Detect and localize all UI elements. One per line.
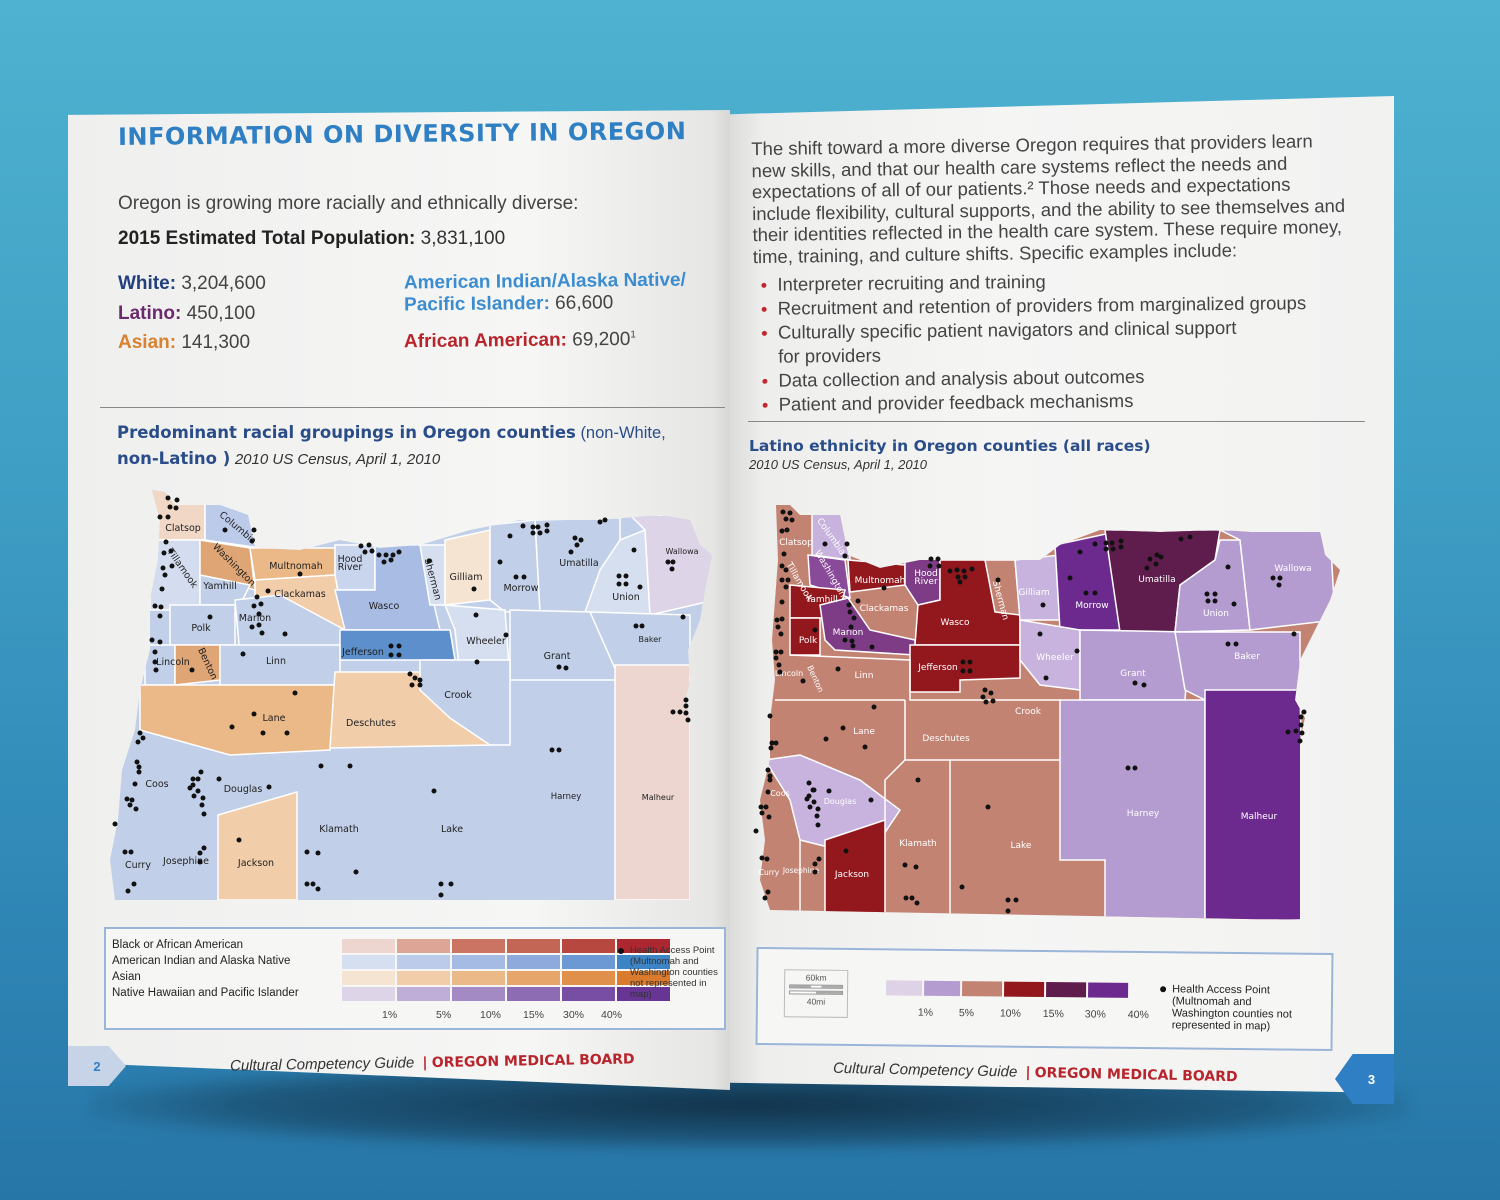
svg-text:Multnomah: Multnomah <box>855 576 906 586</box>
legend-label-asian: Asian <box>112 971 141 983</box>
section-divider <box>100 407 725 408</box>
svg-text:Jefferson: Jefferson <box>341 647 384 658</box>
svg-text:Marion: Marion <box>833 628 864 638</box>
svg-text:Marion: Marion <box>239 613 271 624</box>
svg-text:Curry: Curry <box>759 868 780 877</box>
dot-icon <box>1160 986 1167 993</box>
svg-text:River: River <box>338 562 363 573</box>
right-health-access-points <box>753 509 1307 914</box>
svg-text:Clatsop: Clatsop <box>779 538 813 548</box>
svg-text:Crook: Crook <box>1015 707 1042 717</box>
svg-text:Malheur: Malheur <box>642 793 675 802</box>
svg-text:Hood: Hood <box>914 569 938 579</box>
left-health-access-points <box>112 495 691 898</box>
legend-label-aian: American Indian and Alaska Native <box>112 955 291 967</box>
total-value: 3,831,100 <box>420 228 506 249</box>
svg-text:Grant: Grant <box>544 651 571 662</box>
svg-text:Harney: Harney <box>551 792 582 802</box>
intro-text: Oregon is growing more racially and ethn… <box>118 193 579 214</box>
svg-text:Deschutes: Deschutes <box>346 718 396 729</box>
legend-label-black: Black or African American <box>112 939 244 951</box>
svg-text:Morrow: Morrow <box>1075 601 1108 611</box>
stat-asian: Asian: 141,300 <box>118 332 251 353</box>
svg-text:Wasco: Wasco <box>941 618 970 628</box>
svg-text:Wallowa: Wallowa <box>1274 564 1311 574</box>
svg-text:Crook: Crook <box>444 690 472 701</box>
svg-text:Josephine: Josephine <box>162 856 209 867</box>
svg-text:Deschutes: Deschutes <box>922 734 970 744</box>
svg-text:Coos: Coos <box>145 779 168 790</box>
svg-text:River: River <box>914 577 938 587</box>
svg-text:Douglas: Douglas <box>824 797 857 806</box>
svg-text:Lane: Lane <box>263 713 286 724</box>
legend-row-asian <box>342 971 670 985</box>
svg-text:Umatilla: Umatilla <box>559 558 599 569</box>
svg-text:Jackson: Jackson <box>237 858 274 869</box>
right-map-heading: Latino ethnicity in Oregon counties (all… <box>749 437 1151 472</box>
legend-ticks: 1% 5% 10% 15% 30% 40% <box>382 1009 623 1021</box>
svg-text:Gilliam: Gilliam <box>450 572 483 583</box>
legend-row-aian <box>342 955 670 969</box>
legend-color-grid <box>342 939 670 1003</box>
scale-bar: 60km 40mi <box>783 969 849 1018</box>
section-divider-right <box>748 421 1365 422</box>
svg-text:Union: Union <box>612 592 639 603</box>
svg-text:Hood: Hood <box>338 554 363 565</box>
svg-text:Harney: Harney <box>1127 809 1160 819</box>
svg-text:Lincoln: Lincoln <box>156 657 190 668</box>
svg-text:Union: Union <box>1203 609 1229 619</box>
svg-text:Jefferson: Jefferson <box>917 663 958 673</box>
left-map-legend: Black or African American American India… <box>104 927 726 1030</box>
svg-text:Clackamas: Clackamas <box>860 604 909 614</box>
svg-text:Douglas: Douglas <box>224 784 263 795</box>
legend-row-nhpi <box>342 987 670 1001</box>
svg-text:Morrow: Morrow <box>503 583 538 594</box>
svg-text:Multnomah: Multnomah <box>269 561 323 572</box>
svg-text:Klamath: Klamath <box>899 839 936 849</box>
total-label: 2015 Estimated Total Population: <box>118 228 416 249</box>
legend-label-nhpi: Native Hawaiian and Pacific Islander <box>112 987 299 999</box>
svg-text:Coos: Coos <box>770 789 790 798</box>
svg-text:Josephine: Josephine <box>782 866 820 875</box>
svg-text:Clatsop: Clatsop <box>165 523 201 534</box>
stat-white: White: 3,204,600 <box>118 273 266 294</box>
svg-text:Wallowa: Wallowa <box>665 547 698 556</box>
right-map-legend: 60km 40mi 1% 5% 10% 15% 30% 40% Health A… <box>755 946 1334 1052</box>
latino-color-scale <box>886 980 1129 998</box>
svg-text:Klamath: Klamath <box>319 824 359 835</box>
legend-row-black <box>342 939 670 953</box>
left-map-heading: Predominant racial groupings in Oregon c… <box>117 423 666 468</box>
svg-text:Gilliam: Gilliam <box>1018 588 1049 598</box>
svg-text:Wheeler: Wheeler <box>466 636 506 647</box>
svg-text:Lincoln: Lincoln <box>775 669 803 678</box>
stat-latino: Latino: 450,100 <box>118 303 256 324</box>
dot-icon <box>618 948 624 954</box>
svg-text:Baker: Baker <box>1234 652 1260 662</box>
svg-text:Lane: Lane <box>853 727 875 737</box>
svg-text:Wasco: Wasco <box>369 601 400 612</box>
svg-text:Curry: Curry <box>125 860 151 871</box>
svg-text:Clackamas: Clackamas <box>274 589 326 600</box>
svg-text:Umatilla: Umatilla <box>1138 575 1175 585</box>
svg-text:Linn: Linn <box>855 671 874 681</box>
svg-text:Malheur: Malheur <box>1241 812 1278 822</box>
svg-text:Yamhill: Yamhill <box>805 595 838 605</box>
svg-text:Wheeler: Wheeler <box>1036 653 1074 663</box>
svg-text:Lake: Lake <box>441 824 463 835</box>
svg-text:Lake: Lake <box>1011 841 1032 851</box>
svg-text:Polk: Polk <box>191 623 211 634</box>
latino-legend-ticks: 1% 5% 10% 15% 30% 40% <box>917 1006 1149 1022</box>
health-access-point-key: Health Access Point (Multnomah and Washi… <box>618 945 728 1000</box>
svg-text:Grant: Grant <box>1120 669 1146 679</box>
health-access-point-key-right: Health Access Point (Multnomah and Washi… <box>1160 983 1293 1032</box>
svg-text:Baker: Baker <box>639 635 663 644</box>
total-population: 2015 Estimated Total Population: 3,831,1… <box>118 228 505 250</box>
svg-text:Jackson: Jackson <box>834 870 869 880</box>
svg-text:Yamhill: Yamhill <box>202 581 237 592</box>
svg-text:Linn: Linn <box>266 656 286 667</box>
svg-text:Polk: Polk <box>799 636 818 646</box>
